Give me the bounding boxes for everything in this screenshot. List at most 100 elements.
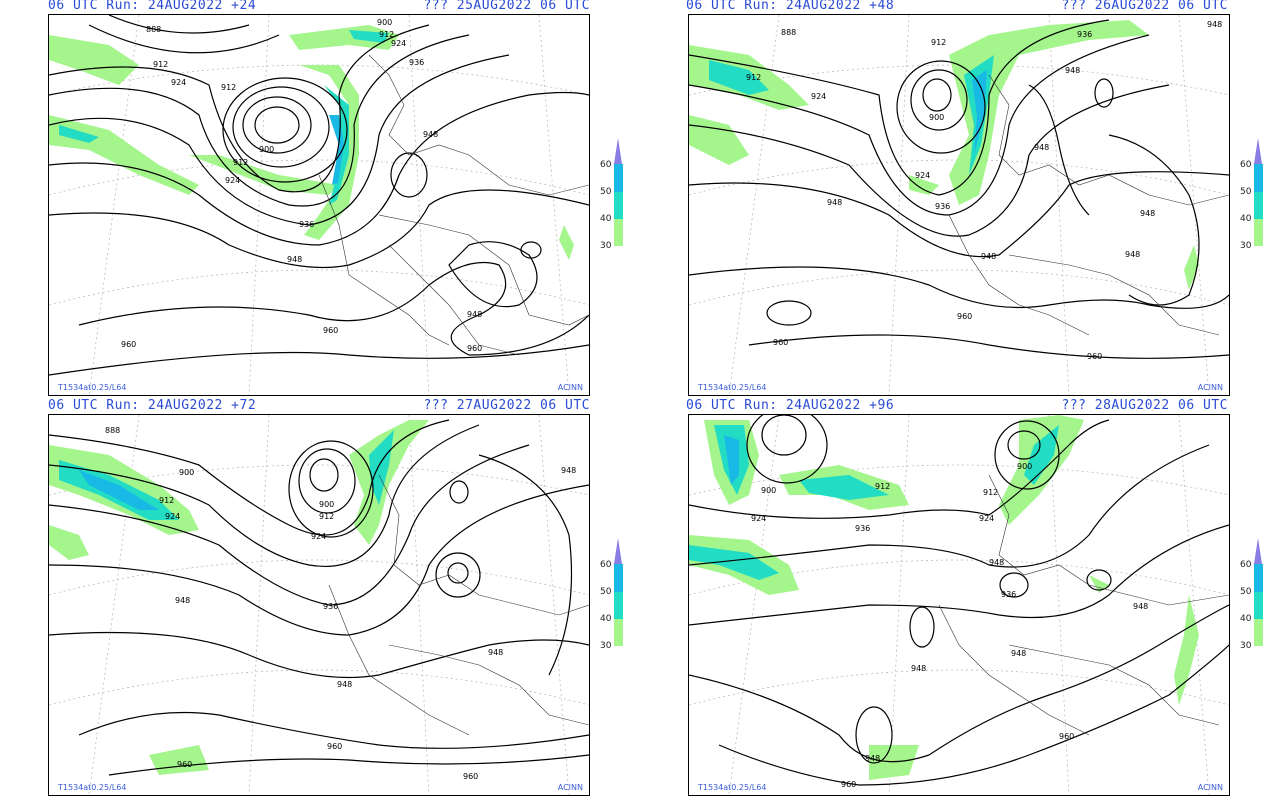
panel-valid-label: ??? 25AUG2022 06 UTC [423, 0, 590, 13]
contour-label: 936 [1001, 590, 1016, 599]
contour-label: 924 [979, 514, 994, 523]
contour-label: 900 [179, 468, 194, 477]
map-canvas: 900 924 912 936 912 900 924 936 948 948 … [689, 415, 1229, 795]
legend-label: 40 [1240, 614, 1252, 624]
jet-shading [689, 20, 1199, 290]
contour-label: 960 [323, 326, 338, 335]
legend-label: 60 [600, 560, 612, 570]
panel-valid-label: ??? 26AUG2022 06 UTC [1061, 0, 1228, 13]
contour-label: 948 [1133, 602, 1148, 611]
contour-label: 960 [1059, 732, 1074, 741]
contour-label: 900 [761, 486, 776, 495]
legend-label: 60 [600, 160, 612, 170]
contour-label: 948 [981, 252, 996, 261]
contour-label: 888 [781, 28, 796, 37]
color-legend-bottom: 60 50 40 30 [1232, 538, 1272, 658]
contour-label: 948 [1140, 209, 1155, 218]
legend-swatch-40 [1254, 619, 1263, 646]
contour-label: 948 [1034, 143, 1049, 152]
contour-label: 948 [827, 198, 842, 207]
contour-label: 912 [746, 73, 761, 82]
legend-swatch-50 [614, 592, 623, 619]
contour-label: 960 [467, 344, 482, 353]
contour-label: 924 [171, 78, 186, 87]
height-contours [49, 15, 589, 376]
panel-valid-label: ??? 27AUG2022 06 UTC [423, 398, 590, 413]
legend-label: 30 [600, 241, 612, 251]
legend-label: 50 [600, 187, 612, 197]
contour-label-group: 888 912 924 912 900 912 924 936 948 960 … [121, 18, 482, 353]
institute-footer: ACINN [1197, 783, 1223, 792]
contour-label: 912 [983, 488, 998, 497]
contour-label: 912 [319, 512, 334, 521]
contour-label: 900 [377, 18, 392, 27]
jet-shading [49, 420, 429, 775]
panel-run-label: 06 UTC Run: 24AUG2022 +96 [686, 398, 895, 413]
legend-swatch-40 [1254, 219, 1263, 246]
contour-label: 960 [121, 340, 136, 349]
color-legend-left-bottom: 60 50 40 30 [592, 538, 632, 658]
legend-label: 40 [600, 214, 612, 224]
panel-run-label: 06 UTC Run: 24AUG2022 +24 [48, 0, 257, 13]
geopotential-map: 888 900 912 924 900 912 924 936 948 948 … [48, 414, 590, 796]
contour-label: 924 [391, 39, 406, 48]
contour-label-group: 888 912 924 900 912 936 948 960 948 960 … [746, 20, 1222, 361]
contour-label: 960 [463, 772, 478, 781]
geopotential-map: 900 924 912 936 912 900 924 936 948 948 … [688, 414, 1230, 796]
contour-label: 936 [1077, 30, 1092, 39]
contour-label: 948 [865, 754, 880, 763]
contour-label: 912 [931, 38, 946, 47]
map-panel-2: 06 UTC Run: 24AUG2022 +48 ??? 26AUG2022 … [640, 0, 1230, 400]
institute-footer: ACINN [557, 383, 583, 392]
contour-label: 912 [875, 482, 890, 491]
legend-label: 40 [600, 614, 612, 624]
institute-footer: ACINN [1197, 383, 1223, 392]
legend-label: 50 [600, 587, 612, 597]
contour-label: 924 [311, 532, 326, 541]
contour-label: 960 [327, 742, 342, 751]
contour-label: 900 [259, 145, 274, 154]
height-contours [689, 415, 1229, 786]
contour-label: 936 [409, 58, 424, 67]
legend-arrow-icon [614, 138, 622, 164]
panel-valid-label: ??? 28AUG2022 06 UTC [1061, 398, 1228, 413]
legend-swatch-50 [1254, 592, 1263, 619]
coastlines [318, 54, 589, 356]
legend-swatch-60 [614, 164, 623, 192]
contour-label: 912 [221, 83, 236, 92]
panel-run-label: 06 UTC Run: 24AUG2022 +48 [686, 0, 895, 13]
coastlines [938, 474, 1229, 736]
coastlines [948, 74, 1229, 336]
legend-label: 60 [1240, 160, 1252, 170]
map-canvas: 888 912 924 900 912 936 948 960 948 960 … [689, 15, 1229, 395]
legend-arrow-icon [1254, 538, 1262, 564]
contour-label: 948 [1011, 649, 1026, 658]
map-panel-4: 06 UTC Run: 24AUG2022 +96 ??? 28AUG2022 … [640, 398, 1230, 800]
institute-footer: ACINN [557, 783, 583, 792]
legend-swatch-50 [1254, 192, 1263, 219]
contour-label: 888 [146, 25, 161, 34]
contour-label: 936 [855, 524, 870, 533]
contour-label: 948 [287, 255, 302, 264]
legend-swatch-40 [614, 619, 623, 646]
coastlines [328, 474, 589, 736]
contour-label: 912 [159, 496, 174, 505]
jet-shading [689, 415, 1199, 780]
contour-label: 888 [105, 426, 120, 435]
legend-arrow-icon [614, 538, 622, 564]
legend-swatch-60 [1254, 564, 1263, 592]
contour-label: 948 [1125, 250, 1140, 259]
contour-label: 924 [165, 512, 180, 521]
contour-label: 960 [773, 338, 788, 347]
contour-label: 900 [319, 500, 334, 509]
model-footer: T1534at0.25/L64 [58, 783, 127, 792]
legend-label: 40 [1240, 214, 1252, 224]
lat-lon-grid [49, 15, 589, 395]
contour-label: 936 [323, 602, 338, 611]
geopotential-map: 888 912 924 900 912 936 948 960 948 960 … [688, 14, 1230, 396]
legend-arrow-icon [1254, 138, 1262, 164]
contour-label: 960 [1087, 352, 1102, 361]
map-canvas: 888 912 924 912 900 912 924 936 948 960 … [49, 15, 589, 395]
contour-label: 900 [929, 113, 944, 122]
contour-label: 948 [467, 310, 482, 319]
